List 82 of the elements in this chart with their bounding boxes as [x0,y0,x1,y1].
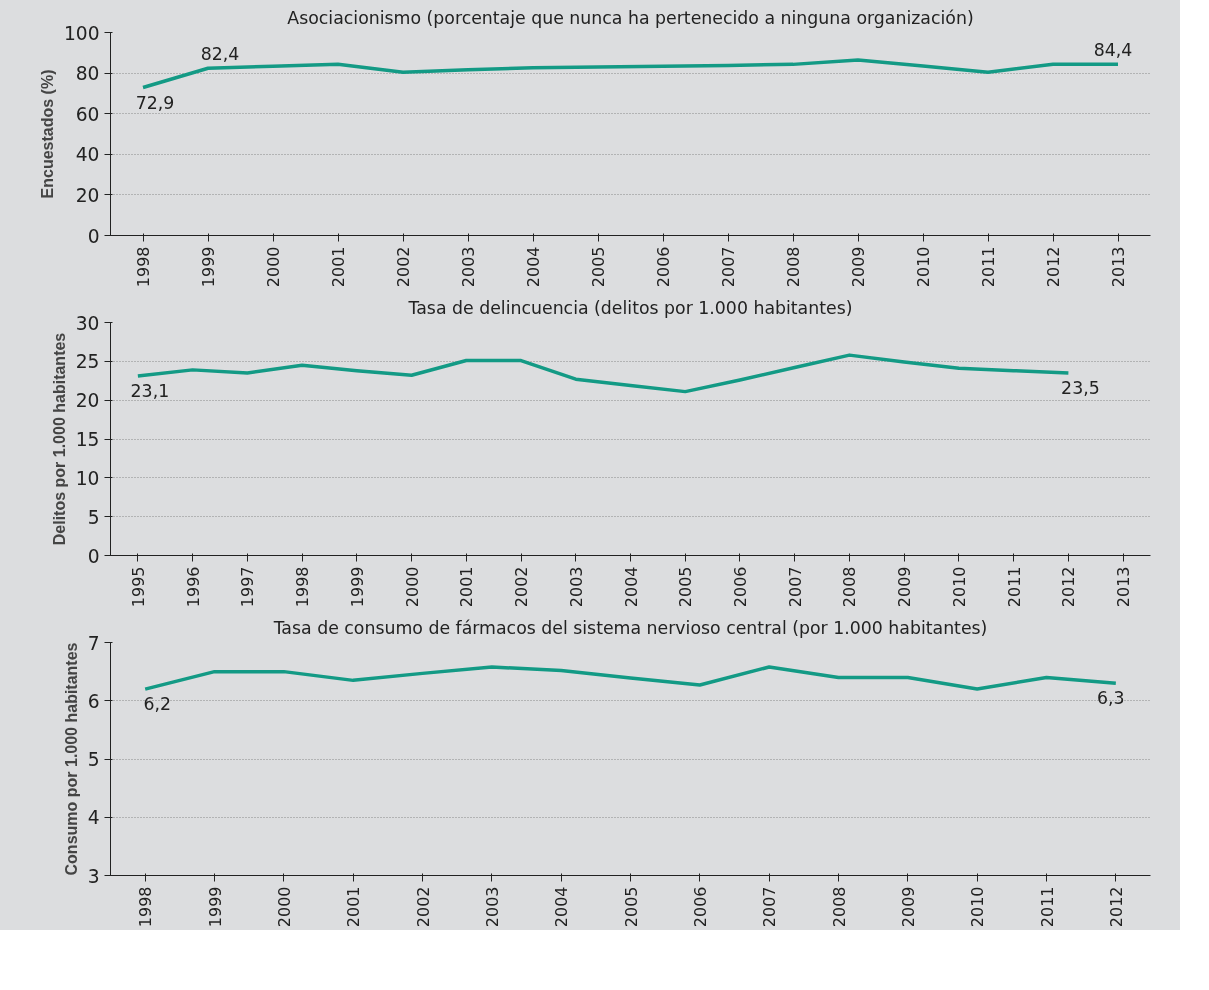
annotation: 6,3 [1097,688,1125,709]
x-tick-label: 2009 [849,246,868,288]
x-tick-label: 1999 [199,246,218,288]
x-tick-label: 2003 [482,886,502,928]
x-tick-label: 2005 [589,246,608,288]
x-tick-label: 2011 [1004,566,1024,608]
x-tick-label: 2010 [949,566,969,608]
y-tick-label: 5 [87,749,100,770]
x-tick-label: 2011 [1037,886,1057,928]
x-tick-label: 2000 [274,886,294,928]
x-tick-label: 2004 [621,566,641,608]
y-axis-title: Encuestados (%) [38,69,56,199]
x-tick-label: 2012 [1059,566,1079,608]
x-tick-label: 1998 [293,566,313,608]
x-tick-label: 2007 [785,566,805,608]
y-tick-label: 5 [87,506,100,528]
x-tick-label: 2009 [898,886,918,928]
y-tick-label: 0 [87,225,100,247]
x-tick-label: 2000 [264,246,283,288]
x-tick-label: 2011 [979,246,998,288]
x-tick-label: 2008 [840,566,860,608]
x-tick-label: 2004 [552,886,572,928]
x-tick-label: 1997 [238,566,258,608]
x-tick-label: 2008 [784,246,803,288]
chart-title: Tasa de delincuencia (delitos por 1.000 habitantes) [407,297,853,318]
y-tick-label: 40 [75,144,100,166]
annotation: 23,1 [130,381,170,402]
y-tick-label: 10 [75,467,100,489]
x-tick-label: 1998 [136,886,156,928]
x-tick-label: 2013 [1109,246,1128,288]
annotation: 6,2 [143,694,171,715]
x-tick-label: 2009 [895,566,915,608]
x-tick-label: 2010 [914,246,933,288]
x-tick-label: 2013 [1114,566,1134,608]
chart-title: Asociacionismo (porcentaje que nunca ha pertenecido a ninguna organización) [287,7,974,28]
x-tick-label: 2007 [760,886,780,928]
x-tick-label: 2008 [829,886,849,928]
x-tick-label: 2006 [654,246,673,288]
x-tick-label: 2000 [402,566,422,608]
x-tick-label: 2002 [394,246,413,288]
x-tick-label: 2012 [1106,886,1126,928]
x-tick-label: 2007 [719,246,738,288]
y-tick-label: 15 [75,429,100,450]
x-tick-label: 2001 [344,886,364,928]
x-tick-label: 2005 [676,566,696,608]
y-tick-label: 20 [75,184,100,206]
y-tick-label: 0 [87,545,100,567]
x-tick-label: 1995 [128,566,148,608]
annotation: 23,5 [1061,377,1100,398]
y-tick-label: 20 [75,390,100,412]
y-tick-label: 3 [87,865,100,887]
annotation: 84,4 [1093,40,1133,61]
x-tick-label: 2002 [413,886,433,928]
x-tick-label: 2005 [621,886,641,928]
x-tick-label: 2001 [329,246,348,288]
y-tick-label: 60 [75,103,100,125]
y-tick-label: 6 [87,690,100,712]
y-axis-title: Delitos por 1.000 habitantes [50,332,68,546]
annotation: 72,9 [135,92,175,113]
y-tick-label: 30 [75,312,100,334]
x-tick-label: 1999 [347,566,367,608]
y-tick-label: 80 [75,63,100,85]
x-tick-label: 2006 [690,886,710,928]
x-tick-label: 2001 [457,566,477,608]
x-tick-label: 2012 [1044,246,1063,288]
x-tick-label: 2003 [566,566,586,608]
y-tick-label: 7 [87,632,100,654]
y-tick-label: 4 [87,807,100,829]
x-tick-label: 1996 [183,566,203,608]
x-tick-label: 1999 [205,886,225,928]
x-tick-label: 2010 [968,886,988,928]
x-tick-label: 2006 [730,566,750,608]
x-tick-label: 2004 [524,246,543,288]
y-tick-label: 100 [63,22,100,44]
y-axis-title: Consumo por 1.000 habitantes [62,642,80,876]
x-tick-label: 1998 [134,246,153,288]
y-tick-label: 25 [75,351,100,373]
chart-title: Tasa de consumo de fármacos del sistema nervioso central (por 1.000 habitantes) [272,617,988,638]
x-tick-label: 2003 [459,246,478,288]
annotation: 82,4 [200,44,240,65]
x-tick-label: 2002 [512,566,532,608]
line-series [143,665,1118,691]
